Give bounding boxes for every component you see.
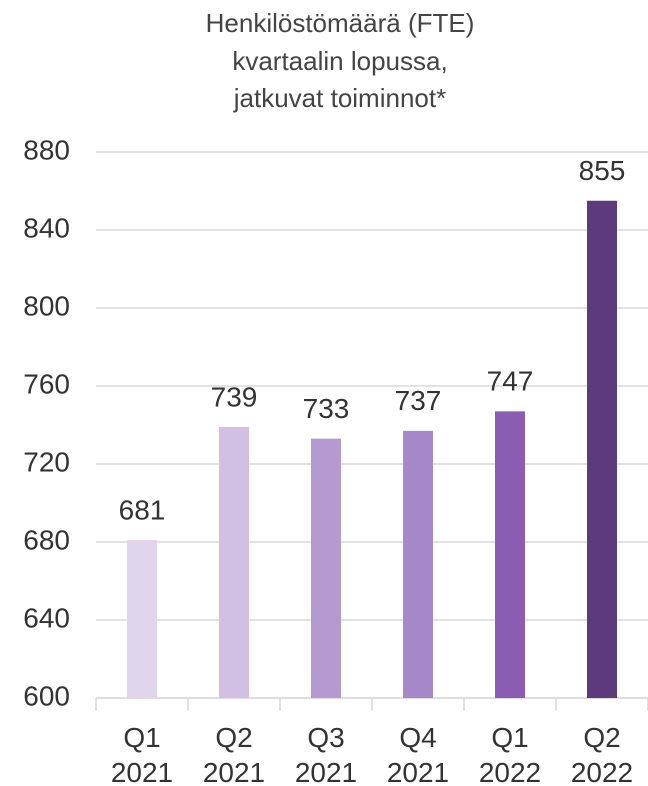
y-tick-label: 640 xyxy=(23,602,70,633)
chart-title: Henkilöstömäärä (FTE) xyxy=(206,8,475,38)
x-tick-label: Q4 2021 xyxy=(387,722,449,786)
data-label: 737 xyxy=(395,385,442,416)
bar xyxy=(219,426,249,698)
bar xyxy=(311,438,341,698)
y-tick-label: 720 xyxy=(23,446,70,477)
x-tick-label: Q1 2022 xyxy=(479,722,541,786)
x-tick-label: Q2 2021 xyxy=(203,722,265,786)
data-label: 747 xyxy=(487,366,534,397)
data-label: 739 xyxy=(211,381,258,412)
x-tick-label: Q2 2022 xyxy=(571,722,633,786)
chart-title: kvartaalin lopussa, xyxy=(232,46,447,76)
y-tick-label: 760 xyxy=(23,368,70,399)
bar xyxy=(403,430,433,698)
x-tick-label: Q3 2021 xyxy=(295,722,357,786)
chart-title: jatkuvat toiminnot* xyxy=(233,83,446,113)
data-label: 681 xyxy=(119,494,166,525)
bar xyxy=(495,411,525,698)
y-tick-label: 880 xyxy=(23,134,70,165)
data-label: 855 xyxy=(579,155,626,186)
x-tick-label: Q1 2021 xyxy=(111,722,173,786)
bar xyxy=(587,200,617,698)
data-label: 733 xyxy=(303,393,350,424)
y-tick-label: 680 xyxy=(23,524,70,555)
y-tick-label: 840 xyxy=(23,212,70,243)
y-tick-label: 600 xyxy=(23,680,70,711)
y-tick-label: 800 xyxy=(23,290,70,321)
bar xyxy=(127,540,157,698)
